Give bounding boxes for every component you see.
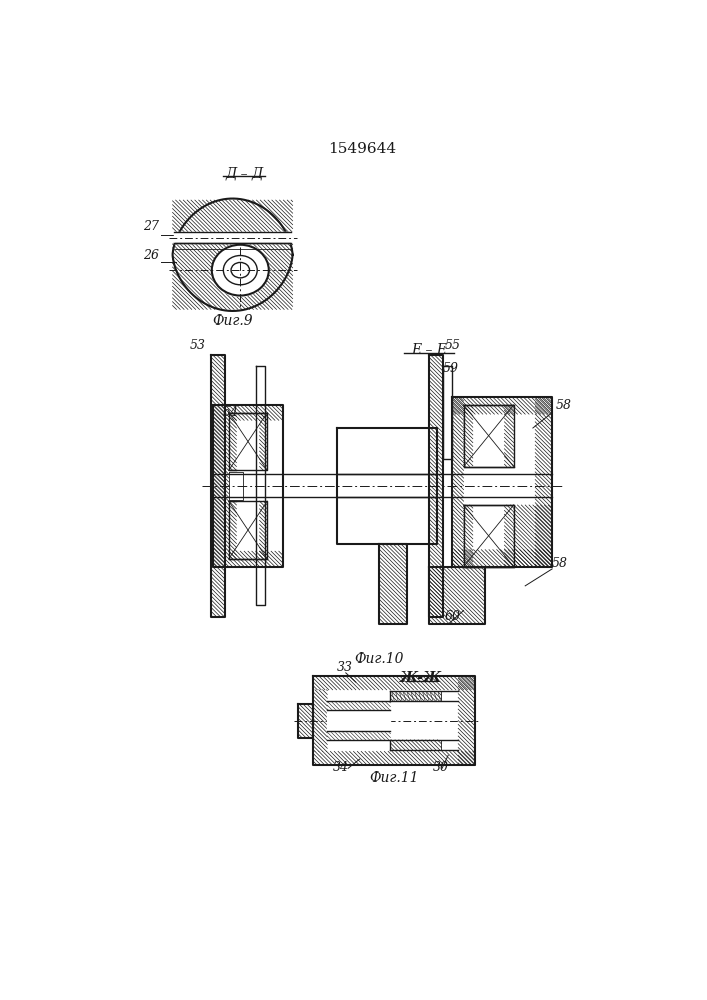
- Text: 60: 60: [444, 610, 460, 624]
- Text: Фиг.9: Фиг.9: [212, 314, 253, 328]
- Text: Д – Д: Д – Д: [225, 166, 263, 180]
- Bar: [390, 691, 441, 701]
- Text: Ж-Ж: Ж-Ж: [400, 671, 443, 685]
- Text: 26: 26: [143, 249, 158, 262]
- Bar: [390, 740, 441, 750]
- Text: 30: 30: [433, 761, 449, 774]
- Text: 27: 27: [143, 220, 158, 233]
- Text: 33: 33: [337, 661, 353, 674]
- Text: 53: 53: [189, 339, 206, 352]
- Text: Е – Е: Е – Е: [411, 343, 447, 357]
- Text: 34: 34: [333, 761, 349, 774]
- Text: 55: 55: [444, 339, 460, 352]
- Text: Фиг.11: Фиг.11: [370, 771, 419, 785]
- Ellipse shape: [211, 243, 269, 297]
- Text: 1549644: 1549644: [328, 142, 396, 156]
- Text: 58: 58: [552, 557, 568, 570]
- Text: 54: 54: [223, 406, 239, 419]
- Text: 58: 58: [556, 399, 572, 412]
- Text: 59: 59: [443, 362, 459, 375]
- Polygon shape: [327, 710, 390, 731]
- Polygon shape: [174, 232, 291, 243]
- Text: Фиг.10: Фиг.10: [354, 652, 404, 666]
